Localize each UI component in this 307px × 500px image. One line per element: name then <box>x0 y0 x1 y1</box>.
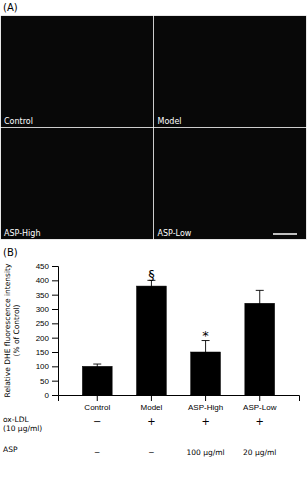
panel-label: (B) <box>3 247 18 258</box>
panel-background <box>1 16 307 240</box>
tick-mark <box>52 266 58 267</box>
annotation: * <box>202 328 209 343</box>
tick: 0 <box>45 391 58 400</box>
error-bar <box>202 341 210 364</box>
tick-mark <box>259 395 260 401</box>
panel-a: Control Model ASP-High ASP-Low <box>0 15 307 240</box>
panel-divider <box>0 127 307 128</box>
panel-caption: Model <box>158 117 182 126</box>
panel-caption: ASP-High <box>4 229 40 238</box>
tick-label: 300 <box>36 305 50 314</box>
row-label-line: (10 μg/ml) <box>3 424 42 433</box>
tick-mark <box>97 395 98 401</box>
y-axis-title: Relative DHE fluorescence intensity(% of… <box>3 263 21 397</box>
plot-area <box>82 280 274 395</box>
panel-label: (A) <box>3 2 18 13</box>
error-bar <box>93 364 101 369</box>
axis-line <box>52 267 59 396</box>
tick-label: 0 <box>45 391 50 400</box>
tick-label: 150 <box>36 348 50 357</box>
tick-mark <box>52 280 58 281</box>
tick-mark <box>52 381 58 382</box>
tick: 50 <box>40 377 58 386</box>
tick-label: 350 <box>36 291 50 300</box>
row-value: − <box>94 448 100 457</box>
row-value: − <box>148 448 154 457</box>
bar <box>137 286 167 395</box>
tick-mark <box>52 395 58 396</box>
tick: 400 <box>36 276 58 285</box>
y-axis: 0 50 100 150 200 250 300 350 400 450 <box>36 262 59 400</box>
row-value: − <box>93 416 101 427</box>
tick-label: ASP-Low <box>243 403 277 412</box>
y-axis-title-line: (% of Control) <box>12 304 21 356</box>
tick-mark <box>52 366 58 367</box>
tick: 250 <box>36 319 58 328</box>
x-axis: Control Model ASP-High ASP-Low <box>59 395 300 412</box>
tick-label: Model <box>141 403 163 412</box>
row-value: + <box>256 416 264 427</box>
annotation: § <box>148 267 155 282</box>
tick-label: 250 <box>36 319 50 328</box>
tick-label: 100 <box>36 362 50 371</box>
row-value: 100 μg/ml <box>187 448 225 457</box>
figure: (A) Control Model ASP-High ASP-Low (B) 0 50 100 1… <box>0 0 307 500</box>
tick-mark <box>52 338 58 339</box>
tick-label: ASP-High <box>188 403 223 412</box>
row-label-line: ox-LDL <box>3 415 29 424</box>
row-value: 20 μg/ml <box>243 448 276 457</box>
tick-mark <box>52 352 58 353</box>
row-label: ox-LDL(10 μg/ml) <box>3 415 42 433</box>
tick-label: 450 <box>36 262 50 271</box>
tick-mark <box>205 395 206 401</box>
tick: ASP-High <box>188 395 223 412</box>
tick: Control <box>84 395 110 412</box>
tick-label: 50 <box>40 377 49 386</box>
tick-label: 400 <box>36 276 50 285</box>
scale-bar <box>273 233 297 235</box>
bar <box>245 303 275 395</box>
tick: ASP-Low <box>243 395 277 412</box>
tick-mark <box>52 295 58 296</box>
tick: 450 <box>36 262 58 271</box>
row-label-line: ASP <box>3 445 18 454</box>
error-bar <box>256 290 264 316</box>
row-label: ASP <box>3 445 18 454</box>
tick: 100 <box>36 362 58 371</box>
tick-label: 200 <box>36 334 50 343</box>
axis-line <box>59 396 300 402</box>
tick: 300 <box>36 305 58 314</box>
panel-caption: Control <box>4 117 33 126</box>
row-value: + <box>147 416 155 427</box>
tick-mark <box>151 395 152 401</box>
tick: Model <box>141 395 163 412</box>
panel-caption: ASP-Low <box>158 229 192 238</box>
tick-mark <box>52 309 58 310</box>
tick: 200 <box>36 334 58 343</box>
tick-label: Control <box>84 403 110 412</box>
tick: 350 <box>36 291 58 300</box>
row-value: + <box>201 416 209 427</box>
tick-mark <box>52 323 58 324</box>
tick: 150 <box>36 348 58 357</box>
bar <box>82 366 112 395</box>
